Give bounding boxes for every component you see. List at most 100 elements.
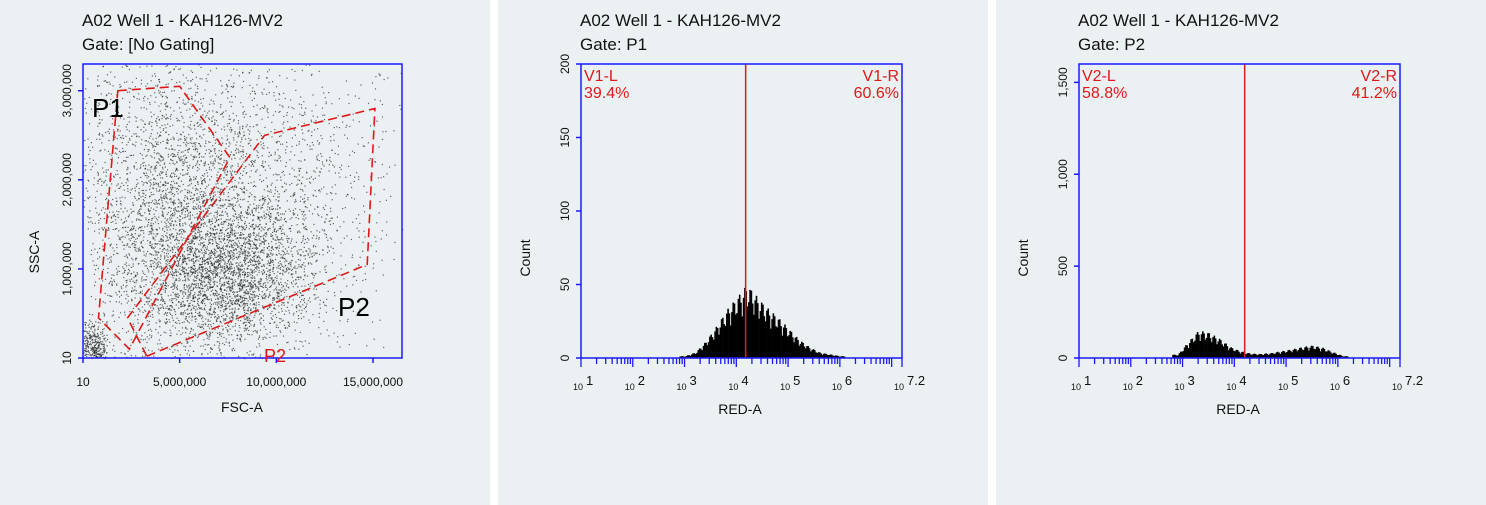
scatter-chart: A02 Well 1 - KAH126-MV2 Gate: [No Gating… xyxy=(26,11,403,415)
scatter-point xyxy=(333,292,336,294)
scatter-point xyxy=(297,253,299,255)
scatter-point xyxy=(176,258,178,260)
scatter-point xyxy=(186,209,188,211)
scatter-point xyxy=(339,320,341,322)
scatter-point xyxy=(196,138,198,140)
scatter-point xyxy=(232,291,234,293)
scatter-point xyxy=(212,134,215,136)
scatter-point xyxy=(234,271,236,273)
scatter-point xyxy=(186,196,188,198)
scatter-point xyxy=(196,197,198,199)
scatter-point xyxy=(110,243,112,245)
scatter-point xyxy=(296,311,298,313)
scatter-point xyxy=(319,303,321,305)
scatter-point xyxy=(116,252,118,254)
scatter-point xyxy=(239,298,242,300)
scatter-point xyxy=(212,274,214,276)
scatter-point xyxy=(227,97,229,99)
scatter-point xyxy=(265,235,267,237)
scatter-point xyxy=(121,241,123,243)
scatter-point xyxy=(192,235,194,237)
scatter-point xyxy=(231,220,234,222)
scatter-point xyxy=(261,295,263,297)
scatter-point xyxy=(90,169,92,171)
scatter-point xyxy=(152,247,154,249)
scatter-point xyxy=(103,218,105,220)
scatter-point xyxy=(308,210,310,212)
scatter-point xyxy=(224,308,226,310)
scatter-point xyxy=(299,305,301,307)
scatter-point xyxy=(145,129,147,131)
scatter-point xyxy=(133,95,135,97)
scatter-point xyxy=(288,325,290,327)
scatter-point xyxy=(240,232,242,234)
scatter-point xyxy=(196,275,198,277)
scatter-point xyxy=(131,287,133,289)
scatter-point xyxy=(122,327,124,330)
scatter-point xyxy=(199,291,201,293)
scatter-point xyxy=(219,199,221,201)
scatter-point xyxy=(118,230,120,232)
scatter-point xyxy=(217,294,220,296)
scatter-point xyxy=(178,242,180,244)
scatter-point xyxy=(135,77,137,79)
scatter-point xyxy=(362,279,364,282)
scatter-point xyxy=(209,270,211,272)
scatter-point xyxy=(294,291,296,293)
scatter-point xyxy=(212,233,215,235)
scatter-point xyxy=(246,258,248,260)
scatter-point xyxy=(215,242,217,244)
scatter-point xyxy=(257,207,259,209)
scatter-point xyxy=(171,301,173,303)
scatter-point xyxy=(231,203,233,206)
scatter-point xyxy=(210,305,212,307)
scatter-point xyxy=(173,208,175,210)
scatter-point xyxy=(261,296,264,299)
scatter-point xyxy=(185,223,187,225)
scatter-point xyxy=(150,253,152,255)
scatter-point xyxy=(209,141,211,143)
scatter-point xyxy=(136,272,138,274)
scatter-point xyxy=(202,98,204,100)
scatter-point xyxy=(217,265,219,267)
scatter-point xyxy=(91,222,94,224)
scatter-point xyxy=(170,138,172,140)
scatter-point xyxy=(268,254,270,256)
scatter-point xyxy=(211,120,213,122)
scatter-point xyxy=(145,310,147,312)
scatter-point xyxy=(187,254,189,256)
scatter-point xyxy=(173,272,175,274)
scatter-point xyxy=(256,295,258,297)
scatter-point xyxy=(225,143,227,145)
scatter-point xyxy=(194,300,196,302)
scatter-point xyxy=(113,279,115,281)
scatter-point xyxy=(241,227,244,229)
scatter-point xyxy=(259,280,261,283)
scatter-point xyxy=(251,298,254,300)
scatter-point xyxy=(225,245,227,247)
scatter-point xyxy=(282,319,284,321)
scatter-point xyxy=(255,236,257,238)
scatter-point xyxy=(94,196,97,199)
scatter-point xyxy=(244,297,246,299)
scatter-point xyxy=(200,230,203,233)
scatter-point xyxy=(193,200,195,202)
scatter-point xyxy=(128,270,131,272)
scatter-point xyxy=(200,102,202,104)
scatter-point xyxy=(223,161,225,163)
scatter-point xyxy=(240,237,242,239)
scatter-point xyxy=(156,183,158,185)
scatter-point xyxy=(190,308,193,310)
scatter-point xyxy=(187,126,189,128)
scatter-point xyxy=(244,272,246,274)
scatter-point xyxy=(270,235,272,237)
scatter-point xyxy=(89,150,91,152)
scatter-point xyxy=(237,308,239,310)
scatter-point xyxy=(354,275,356,277)
scatter-point xyxy=(228,334,230,336)
scatter-point xyxy=(214,233,216,235)
scatter-point xyxy=(237,219,239,221)
scatter-point xyxy=(192,298,194,300)
scatter-point xyxy=(258,255,260,257)
scatter-point xyxy=(271,318,273,320)
